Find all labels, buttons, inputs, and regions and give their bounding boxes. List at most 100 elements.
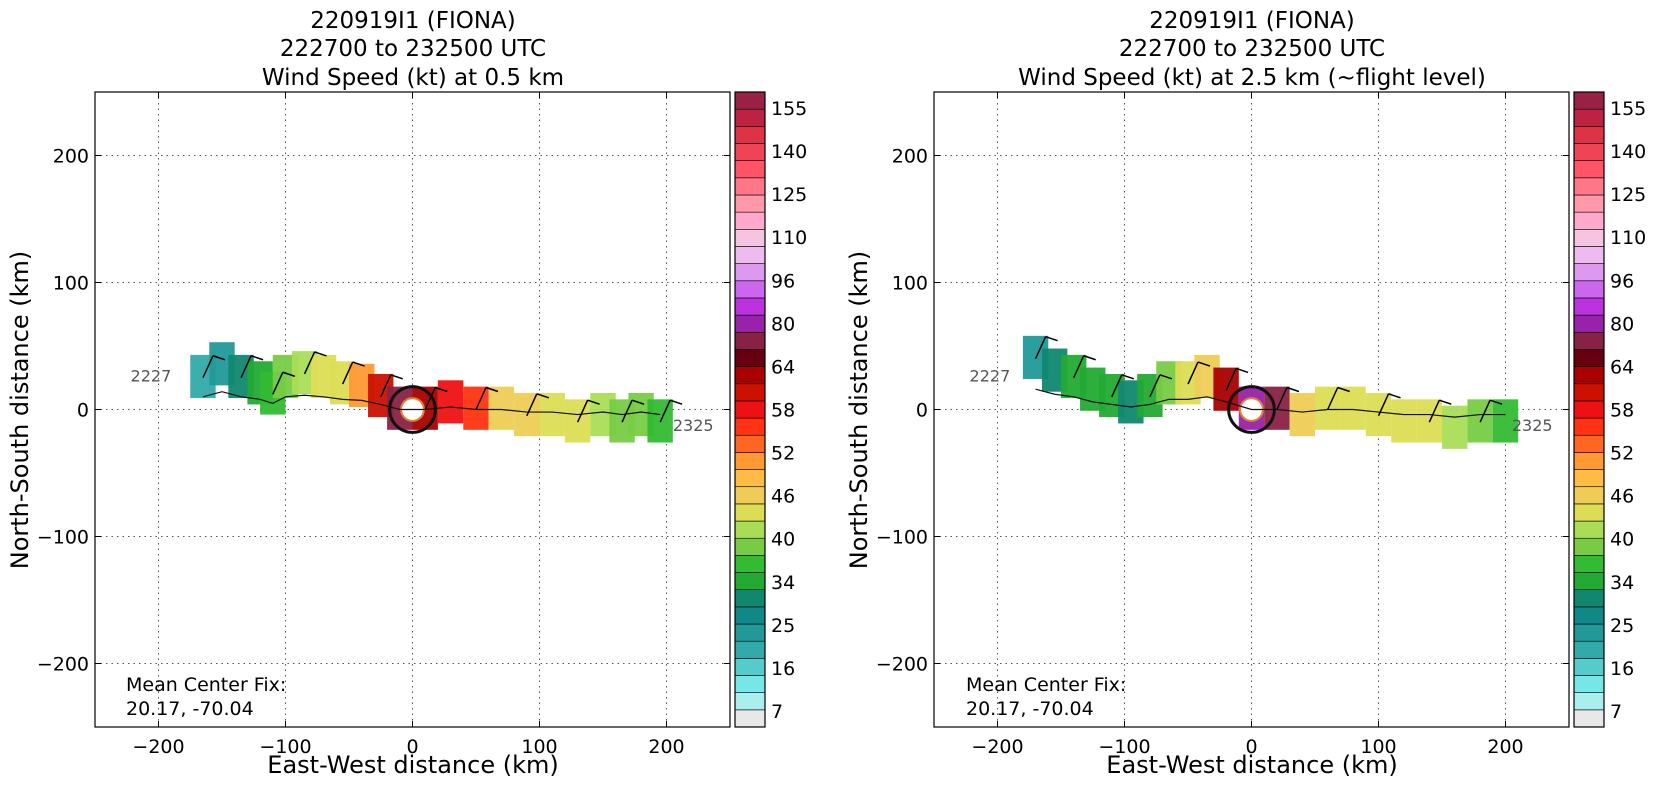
colorbar-tick-label: 7 <box>771 701 783 723</box>
colorbar-tick-label: 64 <box>1610 356 1634 378</box>
plot-area: 2227 2325 −200 −100 0 100 200 −200 −100 0 100 200 <box>876 91 1570 758</box>
colorbar-segment <box>1573 417 1605 436</box>
colorbar-segment <box>1573 555 1605 573</box>
flight-track <box>202 391 661 416</box>
y-axis-label: North-South distance (km) <box>6 251 34 570</box>
wind-barb-flag <box>536 393 550 399</box>
swath-cell <box>1442 405 1468 449</box>
swath-cell <box>1289 392 1315 437</box>
x-tick-label: 100 <box>521 736 557 758</box>
colorbar-tick-label: 96 <box>1610 270 1634 292</box>
wind-barb-flag <box>631 399 645 405</box>
colorbar-segment <box>1573 675 1605 693</box>
eye-ring <box>388 385 437 434</box>
wind-barb-flag <box>1121 374 1135 380</box>
plot-area: 2227 2325 −200 −100 0 100 200 −200 −100 0 100 200 <box>37 91 731 758</box>
wind-barb <box>380 374 392 398</box>
colorbar-segment <box>734 280 766 299</box>
colorbar-segment <box>1573 126 1605 144</box>
wind-barb <box>659 399 671 423</box>
y-tick-label: −100 <box>37 527 89 549</box>
wind-barb-flag <box>1235 367 1249 374</box>
colorbar-segment <box>734 692 766 711</box>
x-tick-label: 200 <box>1487 736 1523 758</box>
colorbar-segment <box>734 486 766 505</box>
swath-cell <box>488 386 515 430</box>
colorbar-tick-label: 25 <box>1610 615 1634 637</box>
colorbar-segment <box>734 108 766 127</box>
wind-barb-flag <box>212 355 226 361</box>
colorbar-segment <box>734 297 766 316</box>
colorbar-tick-label: 7 <box>1610 701 1622 723</box>
colorbar-segment <box>734 91 766 110</box>
colorbar-frame <box>734 91 766 728</box>
wind-barb-flag <box>282 371 296 377</box>
colorbar: 155 140 125 110 96 80 64 58 52 46 40 34 25 16 7 <box>734 91 807 728</box>
chart-subtitle: 222700 to 232500 UTC <box>1119 36 1385 62</box>
colorbar-segment <box>734 434 766 453</box>
colorbar-segment <box>734 349 766 367</box>
colorbar-segment <box>1573 108 1605 127</box>
wind-barb-flag <box>1286 386 1300 393</box>
wind-barb-flag <box>1197 361 1211 367</box>
colorbar-segment <box>1573 469 1605 488</box>
colorbar-tick-label: 110 <box>1610 227 1646 249</box>
colorbar-tick-label: 64 <box>771 356 795 378</box>
x-tick-label: 0 <box>1245 736 1257 758</box>
swath-cell <box>1492 399 1519 443</box>
colorbar-tick-label: 16 <box>1610 658 1634 680</box>
wind-barb <box>1377 393 1390 417</box>
colorbar-segment <box>1573 314 1605 333</box>
colorbar-segment <box>734 589 766 608</box>
colorbar-tick-label: 96 <box>771 270 795 292</box>
colorbar-segment <box>734 555 766 573</box>
x-tick-label: 200 <box>648 736 684 758</box>
track-end-label: 2325 <box>673 416 714 435</box>
chart-variable: Wind Speed (kt) at 2.5 km (~flight level… <box>1018 65 1486 91</box>
colorbar-segment <box>1573 383 1605 402</box>
colorbar-segment <box>734 640 766 659</box>
colorbar: 155 140 125 110 96 80 64 58 52 46 40 34 25 16 7 <box>1573 91 1646 728</box>
y-tick-label: 0 <box>916 400 928 422</box>
wind-barb-flag <box>1159 374 1173 380</box>
track-start-label: 2227 <box>131 367 172 386</box>
colorbar-segment <box>734 383 766 402</box>
colorbar-segment <box>1573 366 1605 385</box>
wind-barb <box>621 399 633 423</box>
chart-title: 220919I1 (FIONA) <box>1149 8 1355 34</box>
colorbar-tick-label: 52 <box>1610 443 1634 465</box>
colorbar-segment <box>1573 623 1605 642</box>
wind-barb-flag <box>250 355 264 361</box>
colorbar-segment <box>1573 606 1605 625</box>
swath-cell <box>1340 386 1366 430</box>
wind-barb <box>1149 374 1161 398</box>
colorbar-segment <box>734 177 766 196</box>
wind-barb <box>1111 374 1123 398</box>
colorbar-tick-label: 80 <box>771 313 795 335</box>
colorbar-segment <box>1573 589 1605 608</box>
wind-barb-flag <box>587 399 600 405</box>
swath-cell <box>1391 399 1417 443</box>
colorbar-segment <box>1573 692 1605 711</box>
wind-barb <box>272 371 284 395</box>
colorbar-segment <box>734 503 766 522</box>
colorbar-tick-label: 155 <box>771 98 807 120</box>
colorbar-segment <box>1573 177 1605 196</box>
colorbar-segment <box>734 417 766 436</box>
x-tick-label: 0 <box>406 736 418 758</box>
wind-barb-flag <box>314 351 327 357</box>
colorbar-segment <box>734 658 766 676</box>
colorbar-segment <box>1573 160 1605 179</box>
colorbar-segment <box>734 675 766 693</box>
wind-barb-flag <box>1439 399 1452 405</box>
wind-barb <box>1034 336 1047 360</box>
colorbar-segment <box>1573 452 1605 470</box>
chart-subtitle: 222700 to 232500 UTC <box>280 36 546 62</box>
colorbar-segment <box>1573 246 1605 264</box>
y-tick-label: 100 <box>53 273 89 295</box>
colorbar-segment <box>1573 194 1605 213</box>
wind-barb <box>240 355 252 379</box>
y-tick-label: 200 <box>53 146 89 168</box>
colorbar-segment <box>734 228 766 247</box>
